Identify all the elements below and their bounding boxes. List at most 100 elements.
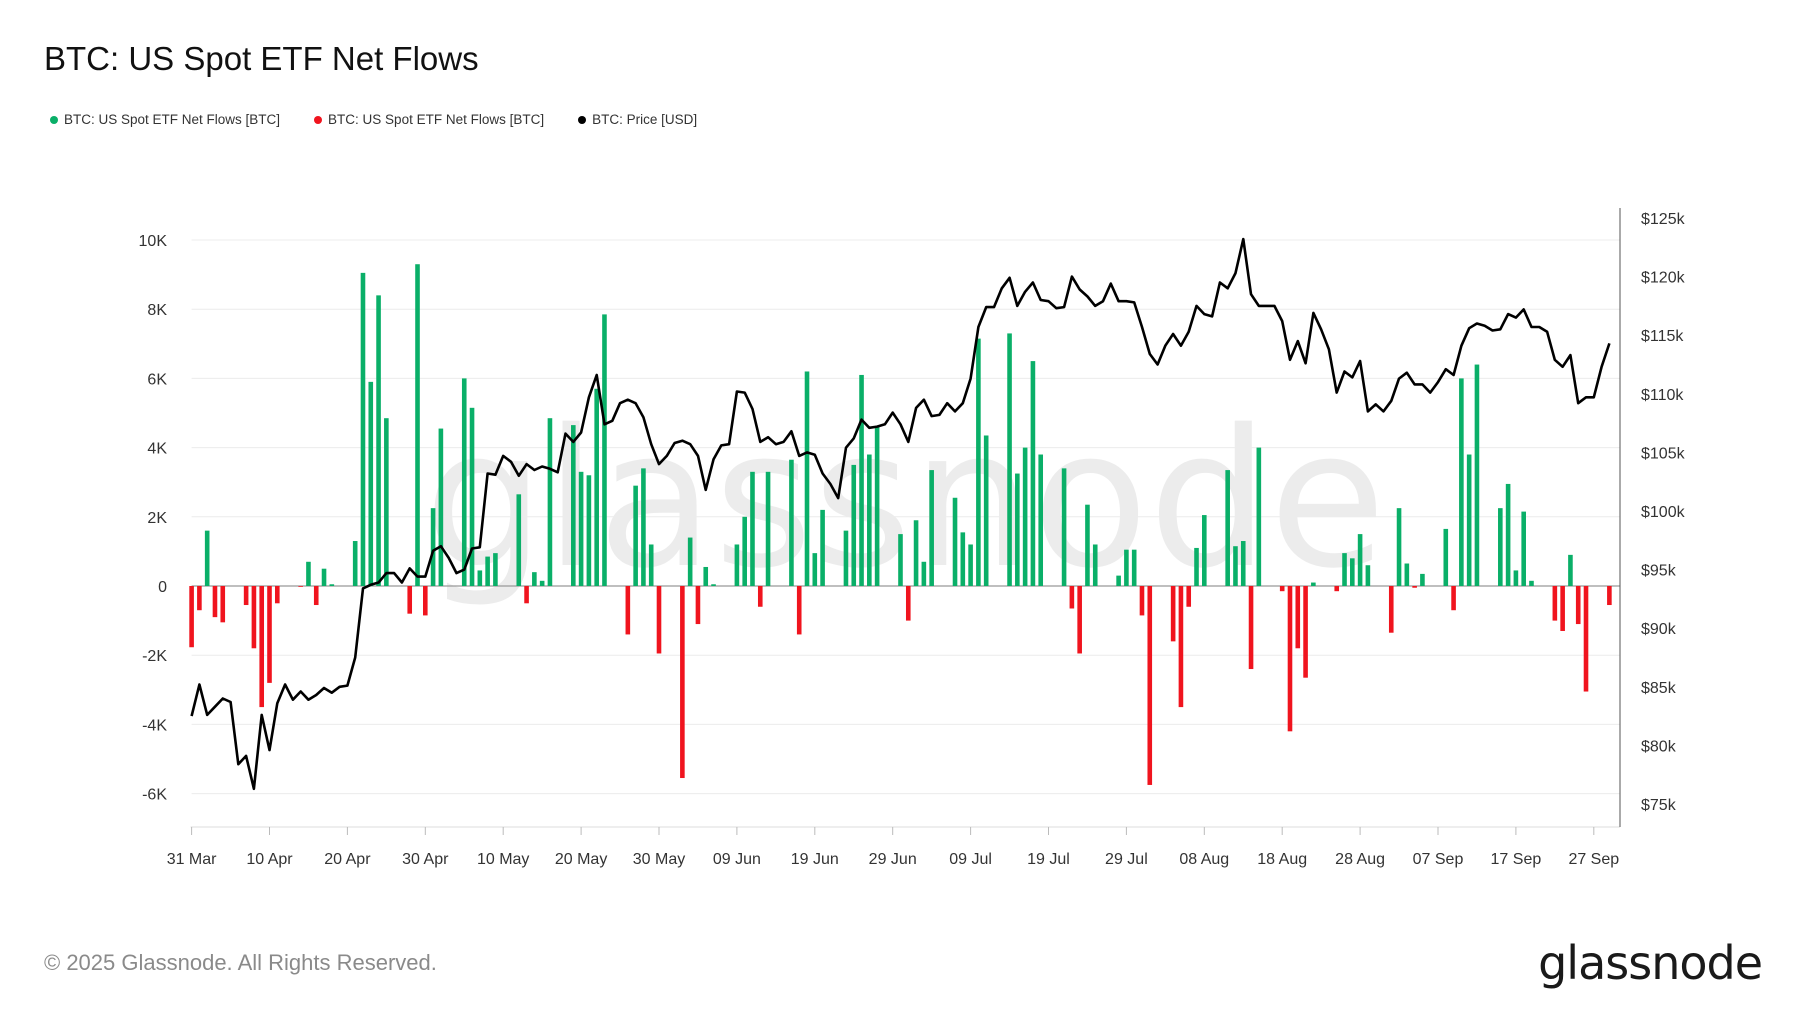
inflow-bar: [1396, 508, 1402, 586]
x-tick-label: 10 Apr: [246, 851, 293, 868]
inflow-bar: [641, 468, 646, 586]
x-tick-label: 07 Sep: [1413, 851, 1464, 868]
x-tick-label: 30 May: [633, 851, 685, 868]
inflow-bar: [1030, 361, 1036, 586]
outflow-bar: [212, 586, 218, 618]
inflow-bar: [1513, 570, 1519, 586]
y-tick-label: 0: [158, 579, 167, 596]
inflow-bar: [578, 471, 584, 586]
outflow-bar: [1412, 586, 1417, 588]
inflow-bar: [1420, 573, 1425, 586]
inflow-bar: [765, 471, 771, 586]
x-tick-label: 17 Sep: [1491, 851, 1542, 868]
y-tick-label: 4K: [147, 441, 167, 458]
outflow-bar: [243, 586, 249, 606]
outflow-bar: [1287, 586, 1293, 732]
legend-dot-black: [578, 115, 587, 124]
inflow-bar: [539, 580, 545, 586]
inflow-bar: [1015, 473, 1020, 586]
y-right-tick-label: $125k: [1641, 211, 1686, 228]
inflow-bar: [843, 530, 849, 586]
inflow-bar: [976, 338, 981, 586]
legend-item-outflows[interactable]: BTC: US Spot ETF Net Flows [BTC]: [314, 112, 544, 127]
inflow-bar: [1404, 563, 1410, 586]
price-line: [190, 237, 1611, 791]
y-tick-label: 6K: [147, 371, 167, 388]
inflow-bar: [485, 556, 490, 586]
inflow-bar: [1342, 553, 1347, 586]
outflow-bar: [267, 586, 272, 683]
outflow-bar: [1248, 586, 1254, 670]
inflow-bar: [430, 508, 436, 586]
inflow-bar: [1459, 378, 1464, 586]
x-tick-label: 20 May: [555, 851, 607, 868]
inflow-bar: [952, 497, 958, 586]
outflow-bar: [1575, 586, 1581, 625]
inflow-bar: [1365, 565, 1371, 586]
legend-item-inflows[interactable]: BTC: US Spot ETF Net Flows [BTC]: [50, 112, 280, 127]
inflow-bar: [820, 509, 825, 586]
inflow-bar: [368, 381, 374, 586]
inflow-bar: [204, 530, 210, 586]
inflow-bar: [1521, 511, 1526, 586]
outflow-bar: [1583, 586, 1589, 692]
inflow-bar: [1256, 447, 1262, 586]
x-tick-label: 19 Jul: [1027, 851, 1070, 868]
inflow-bar: [586, 475, 592, 586]
y-right-tick-label: $80k: [1641, 738, 1677, 755]
outflow-bar: [695, 586, 701, 625]
outflow-bar: [1147, 586, 1153, 785]
outflow-bar: [1186, 586, 1192, 607]
legend-label: BTC: US Spot ETF Net Flows [BTC]: [328, 112, 545, 127]
inflow-bar: [867, 454, 872, 586]
inflow-bar: [1240, 541, 1246, 586]
x-tick-label: 10 May: [477, 851, 529, 868]
y-tick-label: -6K: [142, 787, 167, 804]
inflow-bar: [1529, 580, 1534, 586]
inflow-bar: [1568, 554, 1573, 586]
outflow-bar: [1178, 586, 1184, 708]
x-tick-label: 30 Apr: [402, 851, 449, 868]
inflow-bar: [415, 264, 420, 586]
inflow-bar: [469, 407, 475, 586]
inflow-bar: [913, 520, 919, 586]
legend-item-price[interactable]: BTC: Price [USD]: [578, 112, 697, 127]
outflow-bar: [1279, 586, 1285, 592]
inflow-bar: [360, 272, 366, 586]
x-tick-label: 09 Jul: [949, 851, 992, 868]
inflow-bar: [1124, 549, 1129, 586]
outflow-bar: [1139, 586, 1145, 616]
legend-label: BTC: Price [USD]: [592, 112, 698, 127]
outflow-bar: [298, 586, 303, 587]
inflow-bar: [1092, 544, 1098, 586]
inflow-bar: [461, 378, 467, 586]
inflow-bar: [711, 584, 716, 586]
legend-dot-red: [314, 115, 323, 124]
inflow-bar: [1085, 504, 1090, 586]
inflow-bar: [968, 544, 973, 586]
x-tick-label: 28 Aug: [1335, 851, 1385, 868]
outflow-bar: [1069, 586, 1075, 609]
y-right-tick-label: $115k: [1641, 328, 1684, 345]
outflow-bar: [1560, 586, 1565, 631]
outflow-bar: [197, 586, 202, 611]
inflow-bar: [1443, 528, 1449, 586]
inflow-bar: [851, 464, 857, 586]
inflow-bar: [1474, 364, 1480, 586]
inflow-bar: [921, 561, 927, 586]
copyright: © 2025 Glassnode. All Rights Reserved.: [44, 950, 437, 975]
outflow-bar: [524, 586, 529, 604]
inflow-bar: [789, 459, 794, 586]
inflow-bar: [1061, 468, 1067, 586]
y-tick-label: 2K: [147, 510, 167, 527]
inflow-bar: [1225, 470, 1230, 586]
inflow-bar: [960, 532, 966, 586]
x-tick-label: 27 Sep: [1568, 851, 1619, 868]
inflow-bar: [571, 425, 576, 586]
outflow-bar: [313, 586, 319, 606]
inflow-bar: [594, 388, 599, 586]
outflow-bar: [423, 586, 428, 616]
inflow-bar: [602, 314, 607, 586]
x-tick-label: 20 Apr: [324, 851, 371, 868]
